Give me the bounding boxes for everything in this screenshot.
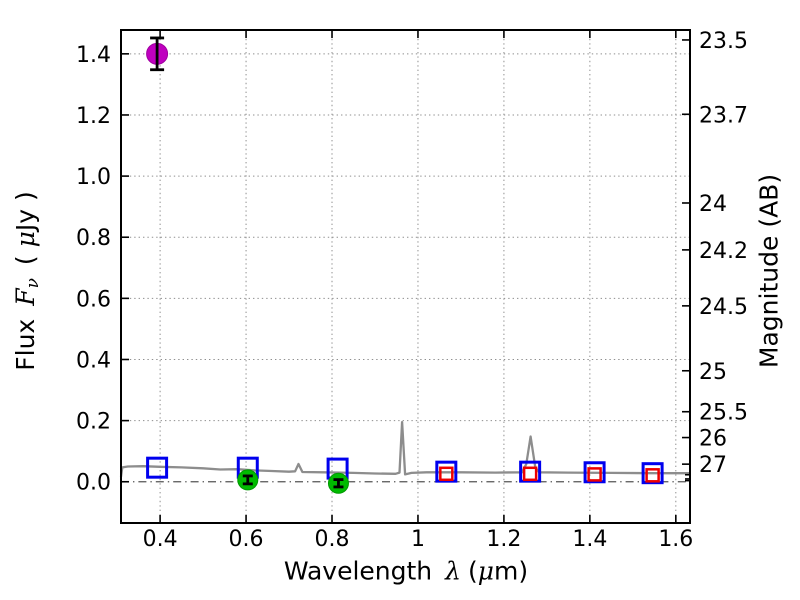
magnitude-tick-label: 24 xyxy=(699,192,727,217)
x-tick-label: 1 xyxy=(411,527,425,552)
magnitude-tick-label: 25.5 xyxy=(699,401,748,426)
flux-symbol-subscript: ν xyxy=(23,278,44,289)
plot-border xyxy=(120,29,691,524)
y-tick-label: 0.4 xyxy=(76,348,111,373)
marker-model-photometry-squares xyxy=(439,466,454,482)
marker-observed-photometry-squares xyxy=(146,456,169,479)
x-tick-label: 1.2 xyxy=(486,527,521,552)
y-tick-label: 1.2 xyxy=(76,104,111,129)
flux-unit-open: ( xyxy=(10,247,40,266)
marker-model-photometry-squares xyxy=(587,467,602,482)
magnitude-tick-label: 25 xyxy=(699,360,727,385)
lambda-symbol: λ xyxy=(445,556,462,586)
magnitude-tick-label: 24.2 xyxy=(699,239,748,264)
magnitude-tick-label: 24.5 xyxy=(699,295,748,320)
x-axis-label: Wavelength λ (μm) xyxy=(284,557,528,586)
y-tick-label: 0.0 xyxy=(76,471,111,496)
marker-observed-photometry-squares xyxy=(641,462,664,485)
marker-observed-photometry-squares xyxy=(583,461,606,484)
x-tick-label: 1.4 xyxy=(572,527,607,552)
y-tick-label: 0.6 xyxy=(76,287,111,312)
marker-observed-photometry-squares xyxy=(519,460,542,483)
magnitude-tick-label: 23.7 xyxy=(699,103,748,128)
x-axis-label-word: Wavelength xyxy=(283,556,433,586)
flux-unit-mu: μ xyxy=(10,231,40,248)
y-axis-label-flux: Flux Fν ( μJy ) xyxy=(11,191,43,371)
flux-label-word: Flux xyxy=(10,318,40,371)
magnitude-tick-label: 23.5 xyxy=(699,29,748,54)
model-spectrum xyxy=(119,420,690,477)
y-tick-label: 0.8 xyxy=(76,226,111,251)
y-tick-label: 1.0 xyxy=(76,165,111,190)
mu-symbol: μ xyxy=(477,556,495,586)
y-tick-label: 0.2 xyxy=(76,410,111,435)
marker-observed-photometry-squares xyxy=(435,460,458,483)
magnitude-tick-label: 26 xyxy=(699,427,727,452)
marker-model-photometry-squares xyxy=(645,468,660,483)
x-tick-label: 0.6 xyxy=(229,527,264,552)
x-axis-unit-open: ( xyxy=(468,556,478,586)
y-axis-label-magnitude: Magnitude (AB) xyxy=(754,173,784,369)
marker-model-photometry-squares xyxy=(522,466,538,482)
x-axis-unit-rest: m) xyxy=(494,556,529,586)
flux-symbol: F xyxy=(10,288,40,306)
magnitude-tick-label: 27 xyxy=(699,453,727,478)
flux-unit-rest: Jy ) xyxy=(10,191,40,232)
x-tick-label: 0.4 xyxy=(143,527,178,552)
x-tick-label: 0.8 xyxy=(315,527,350,552)
y-tick-label: 1.4 xyxy=(76,43,111,68)
x-tick-label: 1.6 xyxy=(658,527,693,552)
